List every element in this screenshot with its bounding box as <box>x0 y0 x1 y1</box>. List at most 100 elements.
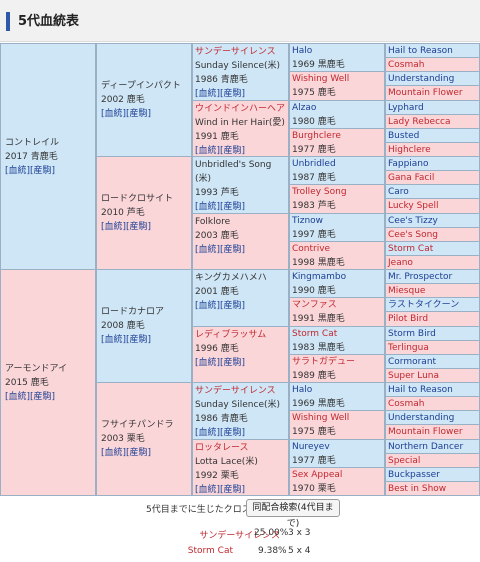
pedigree-cell: Sex Appeal 1970 栗毛 <box>289 467 385 496</box>
horse-name-link[interactable]: Lucky Spell <box>388 201 439 211</box>
horse-name-link[interactable]: Kingmambo <box>292 272 347 282</box>
horse-name-link[interactable]: Tiznow <box>292 216 324 226</box>
horse-name-link[interactable]: フサイチパンドラ <box>101 420 174 430</box>
horse-name-link[interactable]: Wishing Well <box>292 74 350 84</box>
horse-name-link[interactable]: Best in Show <box>388 484 447 494</box>
horse-name-link[interactable]: Cee's Song <box>388 230 439 240</box>
cross-name[interactable]: サンデーサイレンス <box>199 531 280 541</box>
horse-name-link[interactable]: Cosmah <box>388 399 425 409</box>
horse-year-color: 1977 鹿毛 <box>292 456 336 466</box>
horse-name-link[interactable]: Fappiano <box>388 159 429 169</box>
horse-name-link[interactable]: Buckpasser <box>388 470 440 480</box>
horse-name-link[interactable]: サンデーサイレンス <box>195 47 276 57</box>
cross-pattern: 5 x 4 <box>288 546 311 556</box>
horse-name-link[interactable]: Lyphard <box>388 103 424 113</box>
horse-name-link[interactable]: Mr. Prospector <box>388 272 453 282</box>
horse-name-link[interactable]: Terlingua <box>388 343 429 353</box>
pedigree-offspring-links[interactable]: [血統][産駒] <box>101 222 152 232</box>
horse-name-link[interactable]: Contrive <box>292 244 331 254</box>
horse-name-link[interactable]: Nureyev <box>292 442 330 452</box>
horse-name-link[interactable]: Caro <box>388 187 409 197</box>
horse-name-link[interactable]: Miesque <box>388 286 426 296</box>
pedigree-offspring-links[interactable]: [血統][産駒] <box>5 165 56 176</box>
horse-name-link[interactable]: Gana Facil <box>388 173 435 183</box>
pedigree-cell: Gana Facil <box>385 170 480 185</box>
horse-name-link[interactable]: Super Luna <box>388 371 440 381</box>
horse-name-link[interactable]: Hail to Reason <box>388 385 453 395</box>
horse-name-link[interactable]: ロードクロサイト <box>101 194 174 204</box>
pedigree-cell: Pilot Bird <box>385 311 480 327</box>
pedigree-cell: Mr. Prospector <box>385 269 480 284</box>
horse-name-link[interactable]: ラストタイクーン <box>388 300 460 310</box>
horse-name-link[interactable]: Folklore <box>195 217 231 227</box>
horse-name-link[interactable]: Mountain Flower <box>388 427 463 437</box>
pedigree-offspring-links[interactable]: [血統][産駒] <box>101 448 152 458</box>
horse-name-link[interactable]: Storm Bird <box>388 329 436 339</box>
horse-name-link[interactable]: Special <box>388 456 421 466</box>
horse-name-link[interactable]: Unbridled <box>292 159 336 169</box>
horse-name-link[interactable]: Northern Dancer <box>388 442 464 452</box>
horse-name-link[interactable]: Understanding <box>388 74 455 84</box>
horse-origin-name: Sunday Silence(米) <box>195 61 280 71</box>
horse-year-color: 1969 黒鹿毛 <box>292 60 345 70</box>
horse-name-link[interactable]: ディープインパクト <box>101 81 181 91</box>
horse-name-link[interactable]: Highclere <box>388 145 431 155</box>
horse-name-link[interactable]: アーモンドアイ <box>5 363 68 374</box>
pedigree-offspring-links[interactable]: [血統][産駒] <box>195 146 246 156</box>
horse-year-color: 1983 黒鹿毛 <box>292 343 345 353</box>
pedigree-cell: Wishing Well 1975 鹿毛 <box>289 410 385 440</box>
pedigree-cell: Northern Dancer <box>385 439 480 454</box>
horse-name-link[interactable]: Wishing Well <box>292 413 350 423</box>
horse-name-link[interactable]: Understanding <box>388 413 455 423</box>
horse-name-link[interactable]: レディブラッサム <box>195 330 267 340</box>
cross-percent: 25.00% <box>254 528 289 538</box>
horse-name-link[interactable]: Cee's Tizzy <box>388 216 438 226</box>
pedigree-cell: Halo 1969 黒鹿毛 <box>289 43 385 72</box>
horse-name-link[interactable]: コントレイル <box>5 137 60 148</box>
pedigree-cell: Cee's Song <box>385 227 480 242</box>
pedigree-cell: Storm Cat 1983 黒鹿毛 <box>289 326 385 355</box>
pedigree-offspring-links[interactable]: [血統][産駒] <box>195 89 246 99</box>
horse-name-link[interactable]: キングカメハメハ <box>195 273 267 283</box>
cross-label: 5代目までに生じたクロス <box>146 505 251 515</box>
horse-name-link[interactable]: Storm Cat <box>388 244 434 254</box>
horse-name-link[interactable]: ロッタレース <box>195 443 249 453</box>
pedigree-offspring-links[interactable]: [血統][産駒] <box>101 109 152 119</box>
pedigree-offspring-links[interactable]: [血統][産駒] <box>5 391 56 402</box>
horse-name-link[interactable]: Pilot Bird <box>388 314 429 324</box>
horse-name-link[interactable]: マンファス <box>292 300 337 310</box>
horse-name-link[interactable]: Halo <box>292 385 313 395</box>
pedigree-offspring-links[interactable]: [血統][産駒] <box>195 358 246 368</box>
horse-name-link[interactable]: Sex Appeal <box>292 470 343 480</box>
horse-name-link[interactable]: Unbridled's Song <box>195 160 272 170</box>
pedigree-offspring-links[interactable]: [血統][産駒] <box>195 301 246 311</box>
horse-name-link[interactable]: サラトガデュー <box>292 357 356 367</box>
horse-name-link[interactable]: Storm Cat <box>292 329 338 339</box>
horse-name-link[interactable]: Busted <box>388 131 420 141</box>
horse-name-link[interactable]: Cormorant <box>388 357 437 367</box>
pedigree-offspring-links[interactable]: [血統][産駒] <box>101 335 152 345</box>
pedigree-offspring-links[interactable]: [血統][産駒] <box>195 202 246 212</box>
pedigree-offspring-links[interactable]: [血統][産駒] <box>195 245 246 255</box>
pedigree-cell: ロードカナロア 2008 鹿毛 [血統][産駒] <box>96 269 192 383</box>
horse-name-link[interactable]: Alzao <box>292 103 317 113</box>
horse-name-link[interactable]: サンデーサイレンス <box>195 386 276 396</box>
horse-name-link[interactable]: Mountain Flower <box>388 88 463 98</box>
pedigree-offspring-links[interactable]: [血統][産駒] <box>195 485 246 495</box>
horse-name-link[interactable]: Hail to Reason <box>388 46 453 56</box>
same-mating-search-button[interactable]: 同配合検索(4代目まで) <box>246 499 340 529</box>
cross-name[interactable]: Storm Cat <box>187 546 233 556</box>
horse-origin-name: Wind in Her Hair(愛) <box>195 118 285 128</box>
horse-name-link[interactable]: Cosmah <box>388 60 425 70</box>
horse-name-link[interactable]: Halo <box>292 46 313 56</box>
horse-name-link[interactable]: ロードカナロア <box>101 307 165 317</box>
pedigree-cell: Storm Cat <box>385 241 480 256</box>
horse-name-link[interactable]: ウインドインハーヘア <box>195 104 286 114</box>
pedigree-cell: ディープインパクト 2002 鹿毛 [血統][産駒] <box>96 43 192 157</box>
horse-name-link[interactable]: Jeano <box>388 258 413 268</box>
horse-name-link[interactable]: Trolley Song <box>292 187 347 197</box>
horse-name-link[interactable]: Burghclere <box>292 131 341 141</box>
horse-name-link[interactable]: Lady Rebecca <box>388 117 451 127</box>
horse-year-color: 1997 鹿毛 <box>292 230 336 240</box>
pedigree-offspring-links[interactable]: [血統][産駒] <box>195 428 246 438</box>
